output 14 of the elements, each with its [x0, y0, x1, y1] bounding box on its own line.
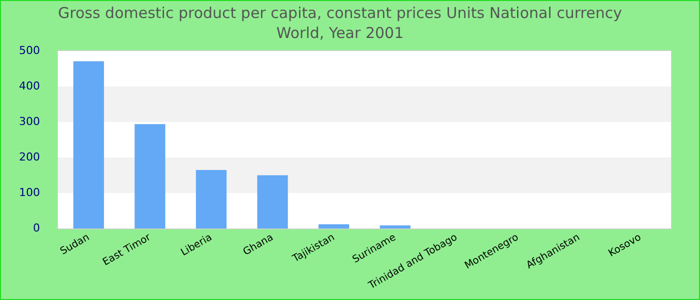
y-tick-label: 300	[18, 114, 40, 128]
bar	[196, 170, 227, 229]
chart-title: Gross domestic product per capita, constant prices Units National currency	[58, 4, 622, 22]
bar	[73, 61, 104, 229]
y-tick-label: 200	[18, 150, 40, 164]
bar	[134, 124, 166, 229]
bar	[318, 224, 350, 229]
y-tick-label: 0	[32, 221, 40, 234]
y-tick-label: 100	[18, 186, 40, 199]
y-tick-label: 500	[18, 44, 40, 57]
bar	[380, 225, 410, 229]
y-tick-label: 400	[18, 79, 40, 92]
chart-subtitle: World, Year 2001	[276, 24, 404, 42]
bar	[257, 175, 288, 229]
